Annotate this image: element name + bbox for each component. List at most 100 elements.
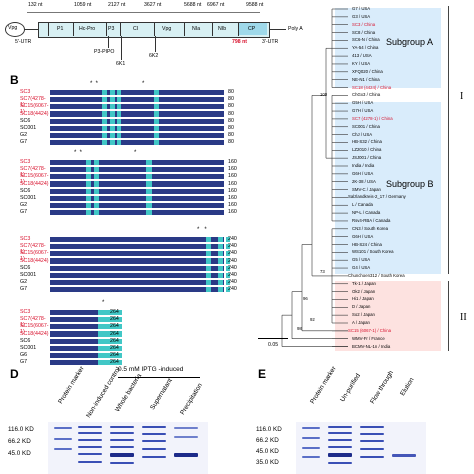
marker-e-45: 45.0 KD <box>256 448 279 455</box>
taxon-label: G6H / USA <box>352 233 374 239</box>
conserved-highlight <box>98 331 122 337</box>
taxon-label: LZ2010 / China <box>352 147 382 153</box>
sequence-bar <box>50 345 106 351</box>
sequence-bar <box>50 96 224 103</box>
conserved-highlight <box>98 316 122 323</box>
lane-e-1: Protein marker <box>309 365 338 406</box>
conserved-highlight <box>110 132 115 139</box>
sequence-bar <box>50 159 224 165</box>
taxon-label: SC18 (4424) / China <box>352 84 392 90</box>
sequence-end-position: 240 <box>228 286 237 293</box>
conserved-highlight <box>206 272 211 278</box>
conserved-highlight <box>94 159 99 165</box>
sequence-name: SC6 <box>20 264 31 271</box>
sequence-end-position: 240 <box>228 279 237 286</box>
sequence-end-position: 160 <box>228 159 237 165</box>
sequence-bar <box>50 181 224 187</box>
clade-i-label: I <box>460 91 464 102</box>
panel-d-label: D <box>10 367 19 381</box>
sequence-name: SC18(4424) <box>20 257 49 264</box>
conserved-highlight <box>218 265 223 271</box>
sequence-end-position: 80 <box>228 139 234 146</box>
sequence-bar <box>50 265 224 271</box>
sequence-name: SC001 <box>20 345 37 351</box>
panel-e-label: E <box>258 367 267 381</box>
taxon-label: KY / USA <box>352 60 371 66</box>
conserved-highlight <box>218 251 223 257</box>
sequence-name: SC3 <box>20 309 31 315</box>
sequence-name: G6 <box>20 352 28 359</box>
sequence-name: SC18(4424) <box>20 110 49 117</box>
lane-d-1: Protein marker <box>57 365 86 406</box>
taxon-label: G6H / USA <box>352 170 374 176</box>
conserved-highlight <box>117 118 121 124</box>
utr5: 5'-UTR <box>15 39 32 45</box>
lane-d-4: Supernatant <box>149 377 174 412</box>
sequence-end-position: 80 <box>228 96 234 103</box>
sequence-bar <box>50 132 224 139</box>
conserved-highlight <box>146 202 152 209</box>
sequence-bar <box>50 166 224 173</box>
taxon-label: ChJ / USA <box>352 131 373 137</box>
bootstrap-100: 100 <box>320 92 328 97</box>
conserved-highlight <box>102 89 107 95</box>
sequence-end-position: 80 <box>228 117 234 124</box>
sequence-end-position: 240 <box>228 243 237 250</box>
conserved-highlight <box>94 181 99 187</box>
taxon-label: HB-S24 / China <box>352 241 382 247</box>
sequence-name: SC7(4278-1) <box>20 243 46 256</box>
sequence-name: SC15(6067-1) <box>20 323 49 336</box>
conserved-highlight <box>146 210 152 216</box>
clade-ii-box <box>335 281 441 351</box>
conserved-highlight <box>117 104 121 110</box>
6k2-label: 6K2 <box>149 53 159 59</box>
conserved-highlight <box>110 118 115 124</box>
conserved-highlight <box>98 360 122 366</box>
lane-d-5: Precipitation <box>179 382 205 417</box>
conserved-highlight <box>98 309 122 315</box>
panel-b-label: B <box>10 73 19 87</box>
subgroup-b-label: Subgroup B <box>386 179 434 189</box>
sequence-name: SC001 <box>20 125 37 131</box>
taxon-label: Hi1 / Japan <box>352 296 374 302</box>
phylogenetic-tree <box>281 8 348 347</box>
conserved-highlight <box>98 345 122 351</box>
conserved-highlight <box>146 159 152 165</box>
marker-e-66: 66.2 KD <box>256 437 279 444</box>
gene-p1: P1 <box>57 26 64 32</box>
gene-cp: CP <box>248 26 256 32</box>
conserved-highlight <box>154 104 159 110</box>
sequence-name: SC7(4278-1) <box>20 96 46 109</box>
conserved-highlight <box>102 140 107 146</box>
bootstrap-98: 98 <box>297 326 302 331</box>
sequence-name: G7 <box>20 286 28 293</box>
sequence-bar <box>50 309 106 315</box>
sequence-end-position: 240 <box>228 257 237 264</box>
conserved-highlight <box>102 132 107 139</box>
marker-e-35: 35.0 KD <box>256 459 279 466</box>
conserved-highlight <box>86 181 91 187</box>
sequence-end-position: 160 <box>228 187 237 194</box>
scale-bar <box>258 338 288 339</box>
conserved-highlight <box>94 202 99 209</box>
conserved-highlight <box>86 166 91 173</box>
conserved-highlight <box>146 188 152 194</box>
conserved-highlight <box>110 104 115 110</box>
sequence-end-position: 160 <box>228 166 237 173</box>
nt-pos-7: 9588 nt <box>246 2 264 8</box>
sequence-name: G2 <box>20 279 28 286</box>
lane-e-2: Un-purified <box>339 372 362 404</box>
conserved-highlight <box>218 279 223 286</box>
lane-e-3: Flow through <box>369 369 396 406</box>
sequence-end-position: 264 <box>110 323 119 330</box>
conserved-highlight <box>94 188 99 194</box>
taxon-label: XFQ020 / China <box>352 68 383 74</box>
sequence-bar <box>50 352 106 359</box>
taxon-label: SC15 (6067-1) / China <box>348 327 391 333</box>
panel-d: D 0.5 mM IPTG -induced Protein marker No… <box>0 358 250 474</box>
sequence-end-position: 264 <box>110 337 119 344</box>
sequence-name: G7 <box>20 359 28 366</box>
sequence-end-position: 80 <box>228 103 234 110</box>
conserved-highlight <box>102 104 107 110</box>
conserved-highlight <box>86 202 91 209</box>
